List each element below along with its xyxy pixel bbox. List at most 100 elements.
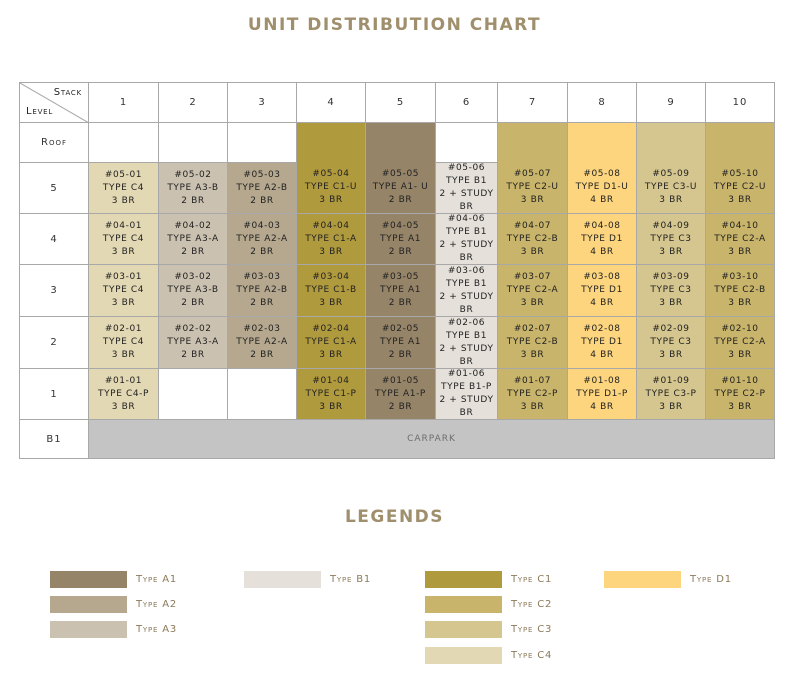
unit-code: #03-10 <box>721 272 759 282</box>
unit-cell: #01-04 TYPE C1-P 3 BR <box>296 368 366 420</box>
legend-swatch <box>425 596 502 613</box>
unit-rooms: 2 BR <box>250 195 274 206</box>
unit-cell: #05-08 TYPE D1-U 4 BR <box>567 122 637 214</box>
unit-type: TYPE C3 <box>650 337 692 347</box>
stack-header: 6 <box>435 82 498 123</box>
diagonal <box>20 83 89 123</box>
unit-cell: #02-08 TYPE D1 4 BR <box>567 316 637 369</box>
unit-cell: #05-01 TYPE C4 3 BR <box>88 162 159 214</box>
unit-rooms: 2 + STUDY BR <box>439 240 494 263</box>
unit-rooms: 2 + STUDY BR <box>439 395 494 418</box>
unit-type: TYPE C1-U <box>304 181 358 192</box>
unit-rooms: 3 BR <box>111 195 136 206</box>
unit-code: #05-01 <box>104 169 143 180</box>
unit-rooms: 3 BR <box>520 246 545 257</box>
unit-type: TYPE C2-A <box>714 233 766 244</box>
unit-rooms: 3 BR <box>728 298 752 308</box>
unit-rooms: 3 BR <box>659 350 683 360</box>
unit-code: #02-08 <box>583 324 621 334</box>
unit-cell: #02-01 TYPE C4 3 BR <box>88 316 159 369</box>
unit-rooms: 3 BR <box>728 194 752 205</box>
unit-type: TYPE C2-U <box>713 181 767 192</box>
unit-code: #01-04 <box>312 375 350 386</box>
unit-code: #04-05 <box>381 220 420 231</box>
level-header: 3 <box>19 264 89 317</box>
unit-code: #03-09 <box>652 272 690 282</box>
unit-type: TYPE A2-B <box>236 285 288 295</box>
unit-code: #04-01 <box>104 220 143 231</box>
unit-code: #03-04 <box>312 272 350 282</box>
legend-swatch <box>50 596 127 613</box>
unit-cell: #03-09 TYPE C3 3 BR <box>636 264 706 317</box>
unit-rooms: 2 BR <box>181 350 205 360</box>
unit-cell: #03-05 TYPE A1 2 BR <box>365 264 436 317</box>
unit-type: TYPE C1-B <box>305 285 357 295</box>
stack-header: 9 <box>636 82 706 123</box>
unit-cell: #05-09 TYPE C3-U 3 BR <box>636 122 706 214</box>
unit-cell: #01-07 TYPE C2-P 3 BR <box>497 368 568 420</box>
unit-rooms: 2 + STUDY BR <box>439 291 494 315</box>
unit-type: TYPE C2-B <box>506 337 559 347</box>
unit-type: TYPE B1 <box>445 176 488 186</box>
unit-type: TYPE C2-B <box>714 285 766 295</box>
legend-title: LEGENDS <box>344 507 445 527</box>
unit-type: TYPE D1 <box>581 233 623 244</box>
unit-cell: #05-03 TYPE A2-B 2 BR <box>227 162 297 214</box>
unit-type: TYPE C4 <box>102 233 145 244</box>
unit-code: #01-08 <box>583 375 621 386</box>
unit-cell: #04-01 TYPE C4 3 BR <box>88 213 159 265</box>
unit-rooms: 4 BR <box>590 350 614 360</box>
legend-swatch <box>50 621 127 638</box>
unit-cell: #04-03 TYPE A2-A 2 BR <box>227 213 297 265</box>
unit-code: #03-08 <box>583 272 621 282</box>
unit-rooms: 2 BR <box>250 350 274 360</box>
unit-code: #03-02 <box>174 272 212 282</box>
unit-type: TYPE A1-P <box>375 388 426 399</box>
stack-header: 4 <box>296 82 366 123</box>
unit-rooms: 3 BR <box>319 246 343 257</box>
unit-code: #05-04 <box>312 168 350 179</box>
legend-swatch <box>425 571 502 588</box>
unit-type: TYPE D1-U <box>575 181 629 192</box>
unit-rooms: 3 BR <box>111 350 136 360</box>
unit-code: #01-09 <box>652 375 690 386</box>
unit-rooms: 3 BR <box>659 246 683 257</box>
unit-cell: #02-06 TYPE B1 2 + STUDY BR <box>435 316 498 369</box>
unit-code: #04-10 <box>721 220 759 231</box>
level-header: 2 <box>19 316 89 369</box>
unit-cell: #04-08 TYPE D1 4 BR <box>567 213 637 265</box>
stack-header: 2 <box>158 82 228 123</box>
unit-cell: #01-01 TYPE C4-P 3 BR <box>88 368 159 420</box>
unit-type: TYPE C1-A <box>305 233 357 244</box>
unit-rooms: 2 + STUDY BR <box>439 343 494 367</box>
unit-type: TYPE A1 <box>379 337 422 347</box>
unit-rooms: 4 BR <box>590 194 614 205</box>
unit-code: #05-08 <box>583 168 621 179</box>
unit-code: #01-07 <box>513 375 552 386</box>
unit-rooms: 2 BR <box>181 246 205 257</box>
carpark-cell: CARPARK <box>88 419 775 459</box>
unit-code: #03-07 <box>513 272 552 282</box>
unit-cell: #03-10 TYPE C2-B 3 BR <box>705 264 775 317</box>
unit-type: TYPE A1 <box>379 233 422 244</box>
unit-type: TYPE C1-P <box>305 388 357 399</box>
unit-cell: #04-06 TYPE B1 2 + STUDY BR <box>435 213 498 265</box>
legend-label: Type C4 <box>511 650 553 661</box>
unit-rooms: 4 BR <box>590 246 614 257</box>
unit-cell: #02-05 TYPE A1 2 BR <box>365 316 436 369</box>
unit-type: TYPE C2-A <box>714 337 766 347</box>
unit-type: TYPE C2-P <box>506 388 559 399</box>
unit-code: #03-05 <box>381 272 420 282</box>
unit-rooms: 3 BR <box>659 194 683 205</box>
unit-type: TYPE A3-A <box>167 337 219 347</box>
unit-type: TYPE C2-A <box>506 285 559 295</box>
unit-code: #02-04 <box>312 324 350 334</box>
unit-type: TYPE C1-A <box>305 337 357 347</box>
unit-rooms: 4 BR <box>590 401 614 412</box>
stack-header: 1 <box>88 82 159 123</box>
unit-cell: #05-05 TYPE A1- U 2 BR <box>365 122 436 214</box>
unit-code: #02-09 <box>652 324 690 334</box>
unit-cell: #01-05 TYPE A1-P 2 BR <box>365 368 436 420</box>
legend-label: Type B1 <box>330 574 372 585</box>
unit-cell: #02-10 TYPE C2-A 3 BR <box>705 316 775 369</box>
